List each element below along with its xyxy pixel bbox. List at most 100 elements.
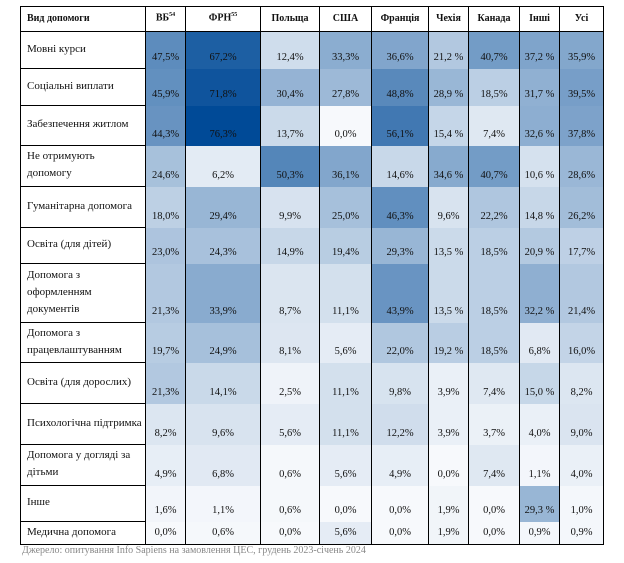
row-label: Допомога з оформленням документів — [20, 263, 146, 323]
heatmap-cell: 44,3% — [145, 105, 186, 146]
column-header: Вид допомоги — [20, 6, 146, 32]
heatmap-cell: 18,5% — [468, 227, 520, 264]
heatmap-cell: 14,1% — [185, 362, 261, 404]
column-header: Франція — [371, 6, 429, 32]
heatmap-cell: 18,5% — [468, 263, 520, 323]
heatmap-cell: 40,7% — [468, 145, 520, 187]
heatmap-cell: 43,9% — [371, 263, 429, 323]
heatmap-cell: 23,0% — [145, 227, 186, 264]
heatmap-cell: 24,3% — [185, 227, 261, 264]
column-label: Чехія — [436, 12, 461, 24]
column-label: Усі — [574, 12, 589, 24]
table-row: Забезпечення житлом 44,3% 76,3% 13,7% 0,0% 56… — [20, 105, 604, 146]
heatmap-cell: 29,4% — [185, 186, 261, 228]
heatmap-cell: 17,7% — [559, 227, 604, 264]
heatmap-cell: 35,9% — [559, 31, 604, 69]
aid-type-table: Вид допомоги ВБ54 ФРН55 Польща США Франція Чех… — [20, 6, 604, 545]
heatmap-cell: 0,9% — [559, 521, 604, 545]
footnote-ref: 55 — [231, 12, 238, 19]
heatmap-cell: 20,9 % — [519, 227, 560, 264]
column-label: Вид допомоги — [27, 12, 90, 24]
heatmap-cell: 8,7% — [260, 263, 320, 323]
column-header: Усі — [559, 6, 604, 32]
heatmap-cell: 27,8% — [319, 68, 372, 106]
heatmap-cell: 37,2 % — [519, 31, 560, 69]
heatmap-cell: 25,0% — [319, 186, 372, 228]
heatmap-cell: 4,9% — [371, 444, 429, 486]
row-label: Допомога у догляді за дітьми — [20, 444, 146, 486]
heatmap-cell: 18,0% — [145, 186, 186, 228]
heatmap-cell: 11,1% — [319, 403, 372, 445]
heatmap-cell: 0,0% — [319, 105, 372, 146]
heatmap-cell: 33,9% — [185, 263, 261, 323]
heatmap-cell: 7,4% — [468, 105, 520, 146]
row-label: Соціальні виплати — [20, 68, 146, 106]
heatmap-cell: 0,0% — [468, 521, 520, 545]
table-row: Не отримують допомогу 24,6% 6,2% 50,3% 36,1%… — [20, 145, 604, 187]
heatmap-cell: 11,1% — [319, 263, 372, 323]
heatmap-cell: 0,0% — [371, 521, 429, 545]
heatmap-cell: 0,9% — [519, 521, 560, 545]
heatmap-cell: 33,3% — [319, 31, 372, 69]
heatmap-cell: 30,4% — [260, 68, 320, 106]
heatmap-cell: 9,8% — [371, 362, 429, 404]
heatmap-cell: 1,0% — [559, 485, 604, 522]
heatmap-cell: 50,3% — [260, 145, 320, 187]
heatmap-cell: 2,5% — [260, 362, 320, 404]
row-label: Мовні курси — [20, 31, 146, 69]
heatmap-cell: 24,6% — [145, 145, 186, 187]
heatmap-cell: 56,1% — [371, 105, 429, 146]
heatmap-cell: 22,0% — [371, 322, 429, 363]
heatmap-cell: 19,4% — [319, 227, 372, 264]
heatmap-cell: 3,7% — [468, 403, 520, 445]
heatmap-cell: 1,6% — [145, 485, 186, 522]
heatmap-cell: 0,6% — [260, 444, 320, 486]
column-header: США — [319, 6, 372, 32]
heatmap-cell: 5,6% — [319, 322, 372, 363]
heatmap-cell: 0,0% — [145, 521, 186, 545]
heatmap-cell: 16,0% — [559, 322, 604, 363]
heatmap-cell: 3,9% — [428, 362, 469, 404]
heatmap-cell: 8,2% — [145, 403, 186, 445]
table-row: Психологічна підтримка 8,2% 9,6% 5,6% 11,1% 1… — [20, 403, 604, 445]
heatmap-cell: 0,0% — [428, 444, 469, 486]
heatmap-cell: 48,8% — [371, 68, 429, 106]
heatmap-cell: 0,0% — [260, 521, 320, 545]
heatmap-cell: 14,8 % — [519, 186, 560, 228]
heatmap-cell: 40,7% — [468, 31, 520, 69]
heatmap-cell: 1,9% — [428, 521, 469, 545]
heatmap-cell: 9,6% — [185, 403, 261, 445]
heatmap-cell: 19,7% — [145, 322, 186, 363]
heatmap-cell: 7,4% — [468, 444, 520, 486]
heatmap-cell: 21,3% — [145, 263, 186, 323]
row-label: Психологічна підтримка — [20, 403, 146, 445]
heatmap-cell: 5,6% — [319, 444, 372, 486]
heatmap-cell: 14,6% — [371, 145, 429, 187]
heatmap-cell: 13,5 % — [428, 263, 469, 323]
heatmap-cell: 21,4% — [559, 263, 604, 323]
heatmap-cell: 67,2% — [185, 31, 261, 69]
heatmap-cell: 0,6% — [260, 485, 320, 522]
heatmap-cell: 32,6 % — [519, 105, 560, 146]
table-row: Освіта (для дітей) 23,0% 24,3% 14,9% 19,4% 29… — [20, 227, 604, 264]
heatmap-cell: 10,6 % — [519, 145, 560, 187]
heatmap-cell: 28,9 % — [428, 68, 469, 106]
heatmap-cell: 8,1% — [260, 322, 320, 363]
heatmap-cell: 4,0% — [559, 444, 604, 486]
column-header: Інші — [519, 6, 560, 32]
table-row: Гуманітарна допомога 18,0% 29,4% 9,9% 25,0% 4… — [20, 186, 604, 228]
row-label: Не отримують допомогу — [20, 145, 146, 187]
heatmap-cell: 1,1% — [185, 485, 261, 522]
heatmap-cell: 31,7 % — [519, 68, 560, 106]
heatmap-cell: 45,9% — [145, 68, 186, 106]
column-label: ВБ — [155, 12, 170, 24]
heatmap-cell: 5,6% — [319, 521, 372, 545]
heatmap-cell: 19,2 % — [428, 322, 469, 363]
table-row: Медична допомога 0,0% 0,6% 0,0% 5,6% 0,0% 1,9%… — [20, 521, 604, 545]
column-header: ФРН55 — [185, 6, 261, 32]
table-row: Допомога з працевлаштуванням 19,7% 24,9% 8,… — [20, 322, 604, 363]
heatmap-cell: 21,2 % — [428, 31, 469, 69]
heatmap-cell: 47,5% — [145, 31, 186, 69]
heatmap-cell: 12,2% — [371, 403, 429, 445]
heatmap-cell: 71,8% — [185, 68, 261, 106]
